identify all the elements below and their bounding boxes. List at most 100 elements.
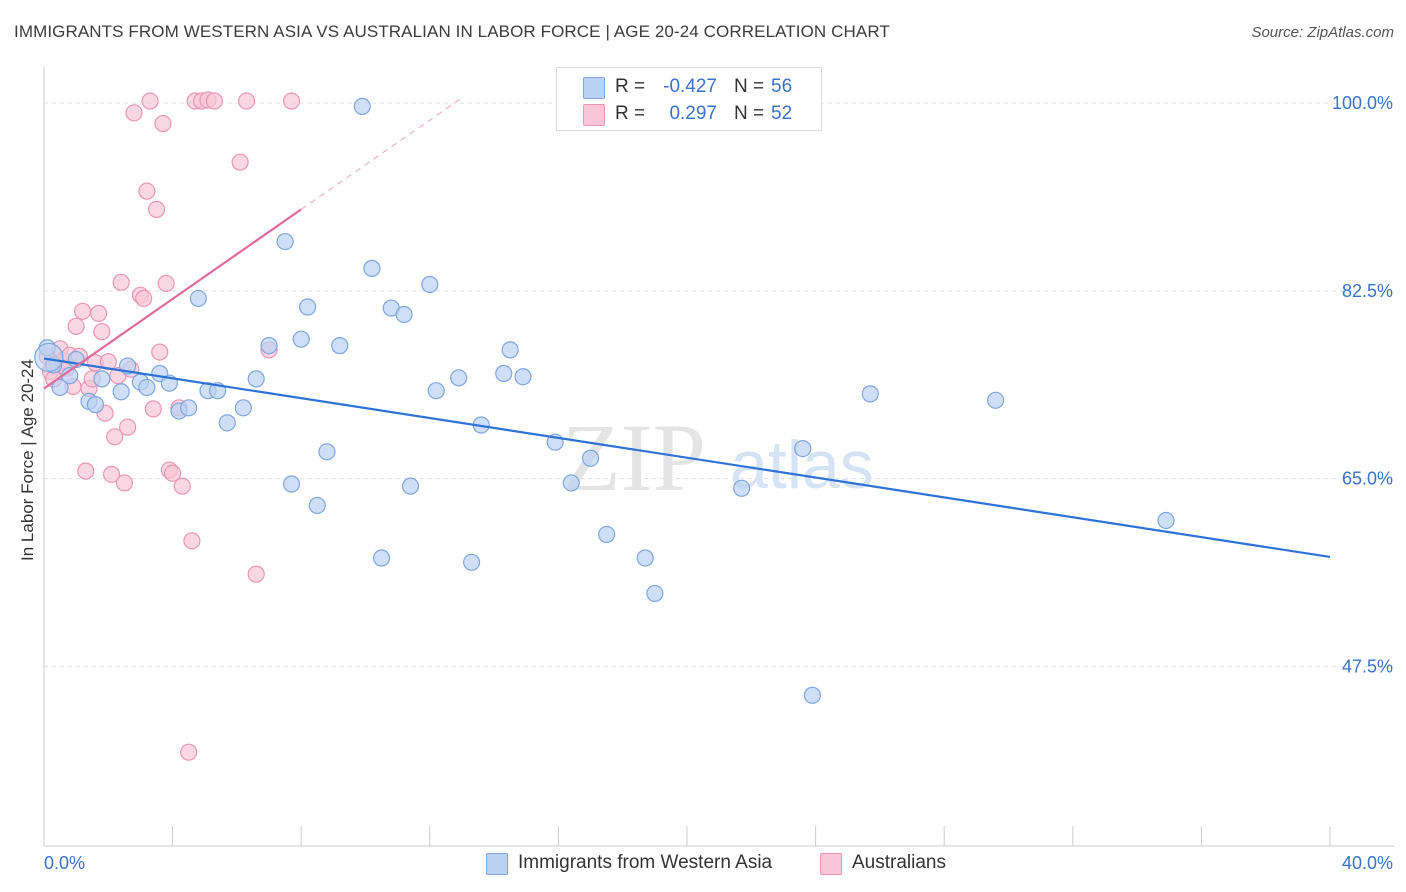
source-credit: Source: ZipAtlas.com — [1251, 24, 1394, 41]
australians-point — [118, 418, 137, 436]
western-asia-point — [180, 399, 198, 417]
series-legend: Immigrants from Western Asia Australians — [0, 851, 1406, 877]
western-asia-point — [514, 368, 532, 386]
y-tick-label: 65.0% — [1342, 469, 1393, 489]
r-value: -0.427 — [663, 76, 717, 97]
r-label: R = — [615, 103, 646, 124]
stats-legend: R = -0.427 N = 56 R = 0.297 N = 52 — [556, 67, 822, 131]
western-asia-point — [401, 477, 420, 495]
western-asia-point — [987, 391, 1005, 409]
western-asia-point — [861, 385, 879, 403]
legend-label: Australians — [852, 852, 946, 873]
australians-point — [99, 353, 117, 371]
trend-lines — [43, 97, 1331, 559]
western-asia-point — [234, 399, 252, 417]
australians-point — [141, 92, 159, 110]
western-asia-point — [318, 443, 336, 461]
australians-point — [112, 273, 130, 291]
australians-point — [180, 743, 198, 761]
western-asia-point — [51, 378, 69, 397]
australians-point — [93, 323, 111, 341]
western-asia-point — [260, 337, 278, 355]
western-asia-point — [581, 449, 600, 467]
grid-layer — [44, 102, 1394, 667]
western-asia-point — [112, 383, 130, 401]
r-value: 0.297 — [669, 103, 717, 124]
n-label: N = — [734, 103, 765, 124]
australians-point — [90, 304, 108, 323]
western-asia-point — [218, 414, 236, 432]
watermark: ZIP atlas — [562, 404, 874, 511]
australians-point — [173, 477, 191, 495]
australians-point — [106, 428, 124, 446]
n-value: 56 — [771, 76, 793, 97]
tick-labels: 100.0% 82.5% 65.0% 47.5% 0.0% 40.0% — [44, 93, 1393, 873]
australians-point — [183, 532, 201, 550]
western-asia-point — [363, 259, 381, 277]
western-asia-point — [331, 337, 349, 355]
western-asia-point — [299, 298, 317, 316]
western-asia-points — [34, 97, 1175, 704]
australians-swatch — [820, 853, 842, 875]
western-asia-point — [395, 305, 413, 324]
australians-point — [102, 465, 121, 483]
western-asia-point — [427, 382, 445, 400]
australians-point — [282, 92, 301, 110]
western-asia-point — [138, 378, 156, 397]
western-asia-point — [372, 549, 391, 567]
australians-point — [67, 317, 85, 335]
western-asia-point — [1157, 511, 1175, 530]
western-asia-point — [803, 686, 821, 704]
australians-point — [147, 200, 166, 218]
western-asia-point — [308, 496, 326, 515]
australians-point — [125, 104, 143, 122]
western-asia-point — [462, 553, 481, 571]
axes-layer — [43, 67, 1394, 847]
australians-points — [38, 91, 301, 761]
western-asia-point — [495, 364, 513, 383]
australians-point — [154, 114, 172, 133]
australians-trendline — [43, 208, 302, 390]
western-asia-point — [794, 440, 812, 458]
australians-point — [247, 565, 265, 583]
western-asia-swatch — [583, 77, 605, 99]
stats-row-australians: R = 0.297 N = 52 — [557, 101, 821, 127]
chart-title: IMMIGRANTS FROM WESTERN ASIA VS AUSTRALI… — [14, 22, 890, 41]
western-asia-point — [562, 474, 580, 492]
australians-point — [151, 343, 169, 361]
y-tick-label: 47.5% — [1342, 656, 1393, 676]
australians-point — [138, 182, 156, 200]
western-asia-point — [353, 97, 371, 116]
n-label: N = — [734, 76, 765, 97]
western-asia-point — [276, 232, 294, 251]
western-asia-trendline — [43, 357, 1331, 559]
western-asia-point — [501, 341, 519, 359]
x-tick-label: 0.0% — [44, 853, 85, 873]
western-asia-point — [421, 275, 439, 294]
australians-point — [77, 462, 95, 480]
western-asia-point — [636, 549, 654, 567]
watermark-atlas: atlas — [730, 427, 874, 503]
western-asia-point — [450, 369, 468, 387]
australians-point — [73, 302, 92, 320]
y-tick-label: 100.0% — [1332, 93, 1393, 113]
western-asia-swatch — [486, 853, 508, 875]
western-asia-point — [598, 525, 616, 544]
western-asia-point — [247, 370, 265, 388]
n-value: 52 — [771, 103, 793, 124]
western-asia-point — [93, 370, 111, 388]
western-asia-point — [86, 396, 105, 414]
australians-trendline-extension — [300, 97, 463, 210]
australians-point — [135, 289, 153, 308]
western-asia-point — [733, 479, 751, 497]
australians-point — [157, 274, 175, 292]
western-asia-point — [34, 342, 64, 373]
stats-row-western-asia: R = -0.427 N = 56 — [557, 74, 821, 100]
western-asia-point — [282, 475, 301, 493]
western-asia-point — [292, 330, 310, 348]
western-asia-point — [189, 289, 207, 308]
australians-swatch — [583, 104, 605, 126]
australians-point — [205, 92, 223, 110]
australians-point — [237, 92, 256, 110]
